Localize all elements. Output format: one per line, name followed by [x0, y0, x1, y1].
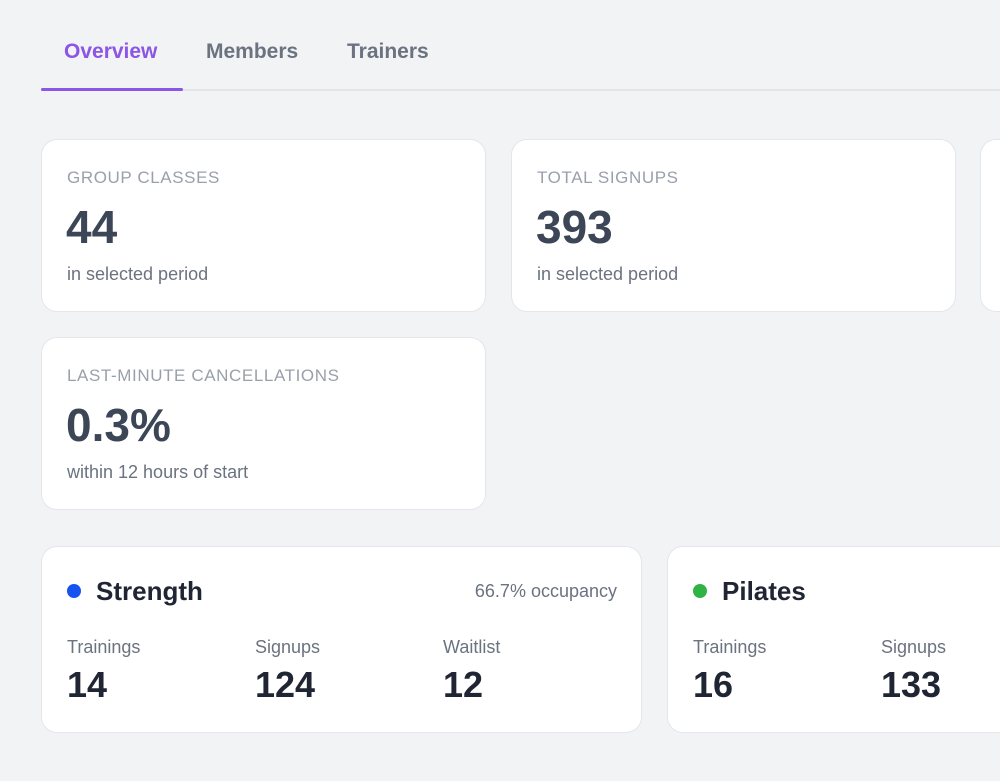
category-name: Pilates: [722, 576, 806, 606]
metric-trainings: Trainings 16: [693, 637, 766, 706]
stat-card-total-signups: TOTAL SIGNUPS 393 in selected period: [511, 139, 956, 312]
tab-members[interactable]: Members: [206, 40, 299, 63]
tab-bar-divider: [41, 89, 1000, 91]
metric-value: 133: [881, 664, 942, 705]
category-card-pilates: Pilates Trainings 16 Signups 133: [667, 546, 1000, 733]
stat-value: 44: [66, 201, 118, 253]
metric-label: Trainings: [693, 637, 767, 657]
tab-overview[interactable]: Overview: [64, 40, 158, 63]
metric-waitlist: Waitlist 12: [443, 637, 500, 706]
stat-card-cancellations: LAST-MINUTE CANCELLATIONS 0.3% within 12…: [41, 337, 486, 510]
metric-label: Signups: [881, 637, 947, 657]
stat-card-group-classes: GROUP CLASSES 44 in selected period: [41, 139, 486, 312]
occupancy-label: 66.7% occupancy: [474, 581, 617, 601]
tab-trainers[interactable]: Trainers: [347, 40, 429, 63]
stat-label: GROUP CLASSES: [67, 168, 220, 187]
metric-label: Waitlist: [443, 637, 501, 657]
stat-value: 393: [536, 201, 613, 253]
stat-value: 0.3%: [66, 399, 171, 451]
stat-card-partial: [980, 139, 1000, 312]
metric-value: 12: [443, 664, 484, 705]
stat-label: TOTAL SIGNUPS: [537, 168, 679, 187]
metric-label: Signups: [255, 637, 321, 657]
stat-caption: within 12 hours of start: [67, 462, 249, 482]
metric-trainings: Trainings 14: [67, 637, 140, 706]
metric-label: Trainings: [67, 637, 141, 657]
category-color-dot: [67, 584, 81, 598]
stat-caption: in selected period: [537, 264, 679, 284]
stat-caption: in selected period: [67, 264, 209, 284]
metric-signups: Signups 124: [255, 637, 320, 706]
category-color-dot: [693, 584, 707, 598]
category-card-strength: Strength 66.7% occupancy Trainings 14 Si…: [41, 546, 642, 733]
tab-bar: Overview Members Trainers: [41, 0, 1000, 92]
stat-label: LAST-MINUTE CANCELLATIONS: [67, 366, 340, 385]
metric-signups: Signups 133: [881, 637, 946, 706]
metric-value: 124: [255, 664, 316, 705]
metric-value: 16: [693, 664, 734, 705]
metric-value: 14: [67, 664, 108, 705]
active-tab-indicator: [41, 88, 183, 91]
category-name: Strength: [96, 576, 203, 606]
